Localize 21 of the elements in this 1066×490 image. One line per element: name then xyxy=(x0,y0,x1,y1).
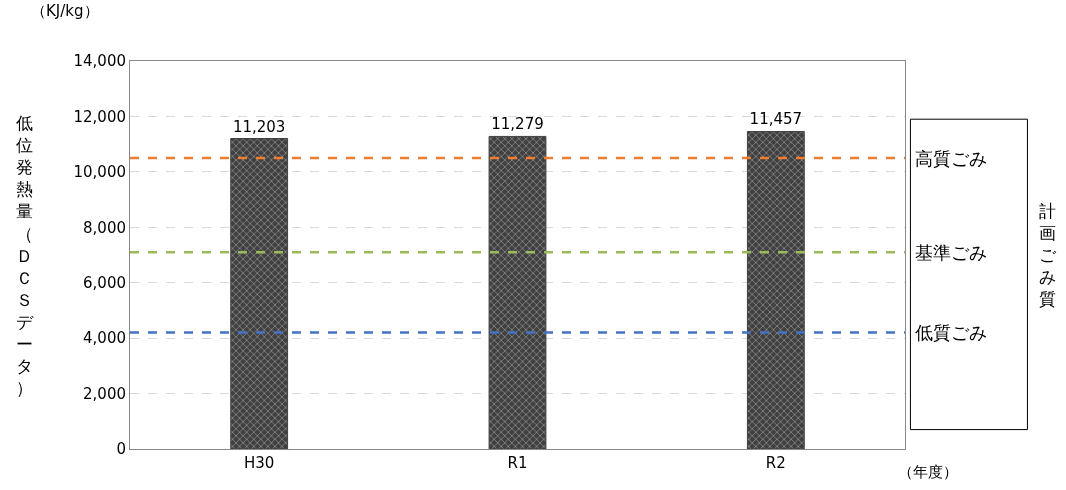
y-tick-label: 10,000 xyxy=(73,163,126,182)
text: （KJ/kg） xyxy=(31,2,99,20)
ref-line-label: 低質ごみ xyxy=(915,322,987,343)
text: 低位発熱量（ＤＣＳデータ） xyxy=(16,113,33,399)
y-tick-label: 6,000 xyxy=(83,273,126,292)
ref-line-label: 高質ごみ xyxy=(915,148,987,169)
y-tick-label: 8,000 xyxy=(83,218,126,237)
y-tick-label: 4,000 xyxy=(83,329,126,348)
y-tick-label: 12,000 xyxy=(73,107,126,126)
text: （年度） xyxy=(898,463,958,481)
ref-line-label: 基準ごみ xyxy=(915,242,987,263)
y-tick-label: 14,000 xyxy=(73,52,126,71)
y-tick-label: 2,000 xyxy=(83,384,126,403)
x-tick-label: R1 xyxy=(507,454,528,472)
y-tick-label: 0 xyxy=(116,440,126,459)
data-label: 11,457 xyxy=(749,110,803,129)
text: 計画ごみ質 xyxy=(1039,201,1057,310)
data-label: 11,203 xyxy=(232,117,286,136)
x-tick-label: H30 xyxy=(243,454,275,472)
data-label: 11,279 xyxy=(491,115,544,134)
x-tick-label: R2 xyxy=(765,454,786,472)
